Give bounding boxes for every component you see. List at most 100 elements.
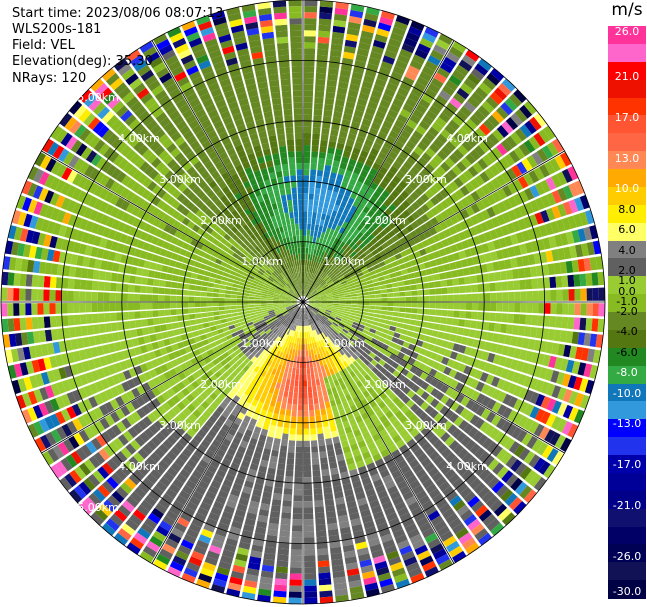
ray-gate: [435, 203, 445, 213]
ray-gate: [370, 147, 380, 157]
ray-gate: [66, 199, 77, 213]
ray-gate: [110, 206, 120, 218]
ray-gate: [428, 126, 440, 138]
ray-gate: [182, 484, 194, 495]
ray-gate: [272, 493, 282, 501]
ray-gate: [334, 588, 348, 597]
ray-gate: [171, 394, 181, 405]
ray-gate: [317, 42, 329, 50]
ray-gate: [494, 431, 505, 444]
ray-gate: [515, 337, 524, 348]
ray-gate: [68, 327, 77, 338]
ray-gate: [207, 282, 215, 288]
ray-gate: [273, 388, 280, 396]
ray-gate: [331, 405, 338, 413]
ray-gate: [292, 324, 296, 331]
ray-gate: [316, 335, 320, 342]
ray-gate: [378, 280, 386, 286]
ray-gate: [591, 318, 599, 332]
ray-gate: [209, 243, 217, 251]
ray-gate: [369, 298, 376, 302]
ray-gate: [182, 308, 189, 315]
ray-gate: [284, 313, 290, 319]
ray-gate: [303, 289, 305, 296]
ray-gate: [460, 336, 469, 346]
ray-gate: [315, 322, 320, 329]
ray-gate: [580, 303, 587, 316]
ray-gate: [307, 285, 311, 291]
ray-gate: [288, 335, 292, 343]
ray-gate: [305, 291, 309, 297]
ray-gate: [513, 348, 522, 359]
ray-gate: [519, 466, 532, 480]
ray-gate: [257, 360, 264, 368]
ray-gate: [303, 489, 313, 496]
ray-gate: [269, 312, 276, 317]
ray-gate: [430, 515, 444, 527]
ray-gate: [264, 384, 271, 393]
ray-gate: [351, 302, 358, 305]
ray-gate: [249, 500, 260, 509]
ray-gate: [424, 566, 439, 578]
ray-gate: [282, 320, 288, 326]
ray-gate: [478, 141, 491, 153]
ray-gate: [55, 129, 68, 143]
ray-gate: [320, 352, 325, 360]
ray-gate: [404, 70, 418, 81]
ray-gate: [324, 287, 330, 291]
ray-gate: [58, 367, 68, 380]
ray-gate: [395, 327, 403, 334]
ray-gate: [168, 419, 179, 430]
ray-gate: [330, 235, 336, 243]
ray-gate: [228, 274, 236, 280]
ray-gate: [307, 294, 313, 299]
ray-gate: [474, 447, 486, 459]
ray-gate: [334, 281, 341, 286]
ray-gate: [427, 236, 436, 245]
ray-gate: [258, 347, 265, 354]
ray-gate: [494, 323, 502, 333]
ray-gate: [415, 468, 427, 479]
ray-gate: [447, 169, 458, 180]
ray-gate: [235, 326, 243, 332]
ray-gate: [407, 357, 416, 365]
ray-gate: [215, 527, 228, 538]
ray-gate: [555, 276, 563, 288]
ray-gate: [314, 297, 321, 300]
ray-gate: [501, 345, 510, 356]
ray-gate: [364, 138, 374, 148]
ray-gate: [381, 190, 390, 199]
ray-gate: [315, 269, 320, 275]
ray-gate: [393, 302, 400, 307]
ray-gate: [504, 357, 513, 369]
ray-gate: [373, 418, 382, 428]
ray-gate: [441, 340, 449, 348]
ray-gate: [114, 532, 128, 546]
ray-gate: [573, 317, 581, 330]
ray-gate: [461, 123, 474, 135]
ray-gate: [350, 272, 357, 278]
ray-gate: [433, 548, 447, 560]
ray-gate: [312, 211, 317, 219]
ray-gate: [395, 170, 406, 180]
ray-gate: [416, 387, 425, 397]
ray-gate: [448, 440, 460, 451]
ray-gate: [368, 57, 381, 67]
ray-gate: [410, 403, 420, 413]
ray-gate: [294, 312, 298, 319]
ray-gate: [583, 226, 593, 241]
ray-gate: [253, 342, 261, 349]
ray-gate: [431, 423, 442, 434]
ray-gate: [304, 307, 307, 314]
ray-gate: [261, 293, 268, 297]
ray-gate: [489, 343, 498, 353]
ray-gate: [286, 403, 292, 411]
ray-gate: [314, 275, 318, 281]
ray-gate: [255, 294, 262, 298]
ray-gate: [301, 326, 303, 333]
ray-gate: [449, 97, 462, 109]
ray-gate: [484, 167, 495, 180]
ray-gate: [402, 255, 410, 263]
ray-gate: [361, 256, 369, 263]
ray-gate: [424, 350, 433, 358]
